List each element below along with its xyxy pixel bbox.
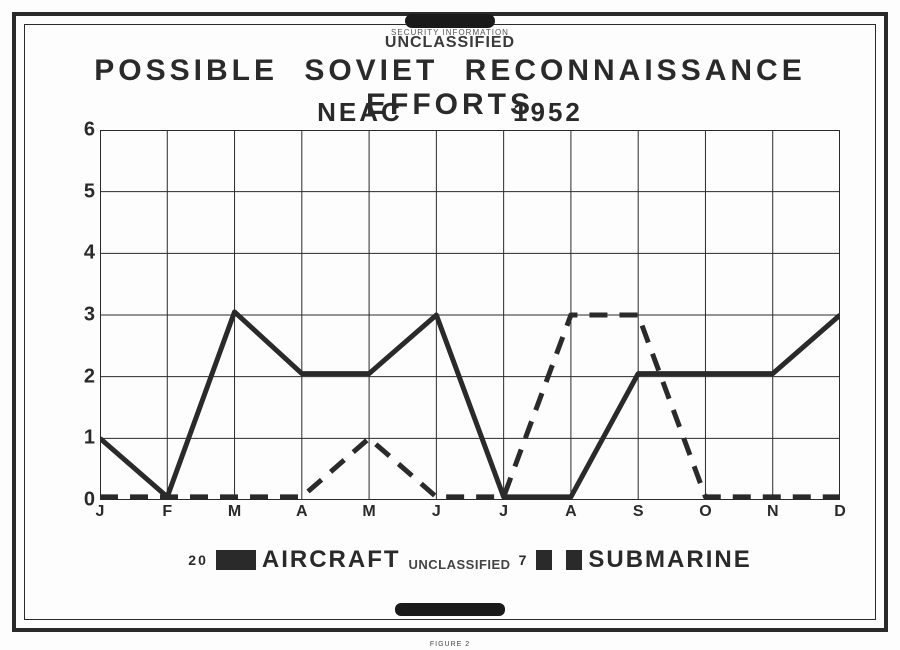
legend-submarine-count: 7 xyxy=(519,552,529,568)
x-tick-label: J xyxy=(96,503,105,521)
x-tick-label: M xyxy=(228,503,241,521)
x-tick-label: J xyxy=(499,503,508,521)
y-tick-label: 4 xyxy=(84,242,95,265)
y-tick-label: 5 xyxy=(84,180,95,203)
legend-aircraft-label: AIRCRAFT xyxy=(262,546,401,574)
classification-stamp-legend: UNCLASSIFIED xyxy=(409,557,511,572)
x-tick-label: S xyxy=(633,503,644,521)
x-tick-label: O xyxy=(699,503,711,521)
x-axis-labels: JFMAMJJASOND xyxy=(100,503,840,523)
x-tick-label: A xyxy=(565,503,577,521)
y-tick-label: 3 xyxy=(84,304,95,327)
subtitle-right: 1952 xyxy=(513,97,583,127)
legend-submarine-label: SUBMARINE xyxy=(588,546,751,574)
x-tick-label: A xyxy=(296,503,308,521)
classification-stamp-top: UNCLASSIFIED xyxy=(385,34,515,52)
figure-number-label: FIGURE 2 xyxy=(0,641,900,648)
x-tick-label: D xyxy=(834,503,846,521)
y-tick-label: 6 xyxy=(84,119,95,142)
y-tick-label: 0 xyxy=(84,489,95,512)
legend-swatch-solid xyxy=(216,550,256,570)
page: SECURITY INFORMATION UNCLASSIFIED POSSIB… xyxy=(0,0,900,650)
y-axis-labels: 0123456 xyxy=(60,130,95,500)
legend-swatch-dashed xyxy=(536,550,582,570)
x-tick-label: N xyxy=(767,503,779,521)
chart-plot-area xyxy=(100,130,840,500)
redaction-mark-bottom xyxy=(395,603,505,616)
subtitle-left: NEAC xyxy=(317,97,403,127)
y-tick-label: 2 xyxy=(84,365,95,388)
legend-aircraft-count: 20 xyxy=(188,552,208,568)
chart-subtitle: NEAC 1952 xyxy=(0,97,900,128)
chart-legend: 20 AIRCRAFT UNCLASSIFIED 7 SUBMARINE xyxy=(100,540,840,580)
x-tick-label: F xyxy=(162,503,172,521)
redaction-mark-top xyxy=(405,14,495,28)
y-tick-label: 1 xyxy=(84,427,95,450)
x-tick-label: J xyxy=(432,503,441,521)
x-tick-label: M xyxy=(362,503,375,521)
